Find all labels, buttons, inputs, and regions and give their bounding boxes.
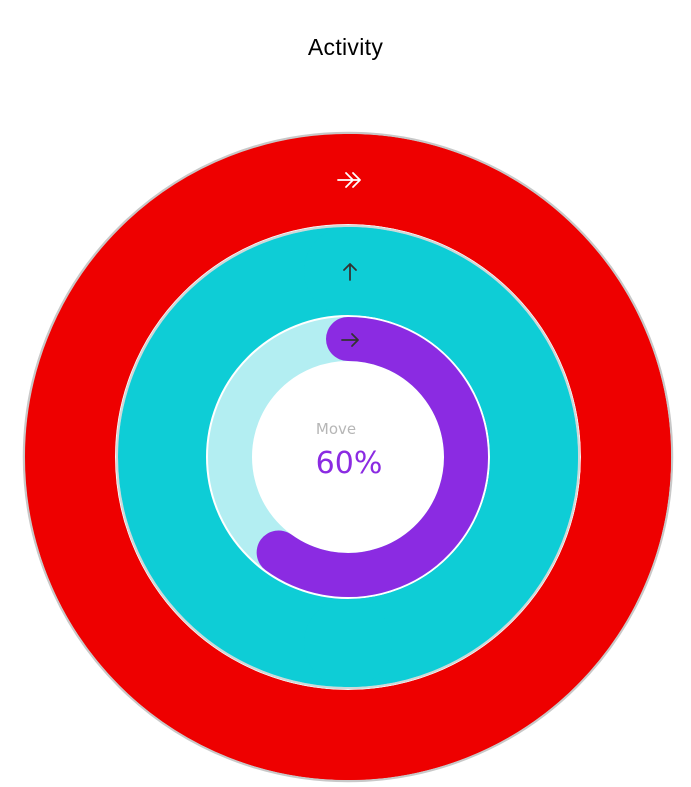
ring-3-overlap-arc <box>38 134 671 780</box>
ring-2-border <box>115 224 581 690</box>
ring-2-overlap-arc <box>304 227 578 687</box>
ring-3-double-right-arrow-icon <box>337 172 361 188</box>
ring-3-double-right-arrow-icon-path <box>337 172 361 188</box>
ring-2-up-arrow-icon <box>343 263 357 281</box>
ring-3-border <box>22 131 674 783</box>
center-label: Move <box>316 420 356 438</box>
chart-title: Activity <box>307 34 384 60</box>
center-value: 60% <box>316 446 383 481</box>
rings-group <box>22 131 674 783</box>
ring-2-start-cap <box>304 227 348 315</box>
ring-3-end-cap <box>38 497 129 588</box>
ring-2-end-cap <box>304 599 392 687</box>
ring-1-right-arrow-icon <box>341 333 359 347</box>
ring-1-bar <box>256 317 488 597</box>
ring-1-right-arrow-icon-path <box>341 333 359 347</box>
ring-3-start-cap <box>303 134 348 224</box>
ring-2-up-arrow-icon-path <box>343 263 357 281</box>
